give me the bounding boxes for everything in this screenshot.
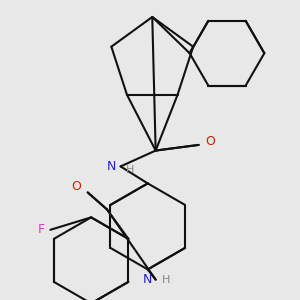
Text: O: O	[71, 180, 81, 193]
Text: N: N	[143, 273, 152, 286]
Text: F: F	[38, 223, 45, 236]
Text: H: H	[125, 165, 134, 175]
Text: O: O	[205, 135, 215, 148]
Text: H: H	[162, 274, 170, 285]
Text: N: N	[107, 160, 116, 173]
